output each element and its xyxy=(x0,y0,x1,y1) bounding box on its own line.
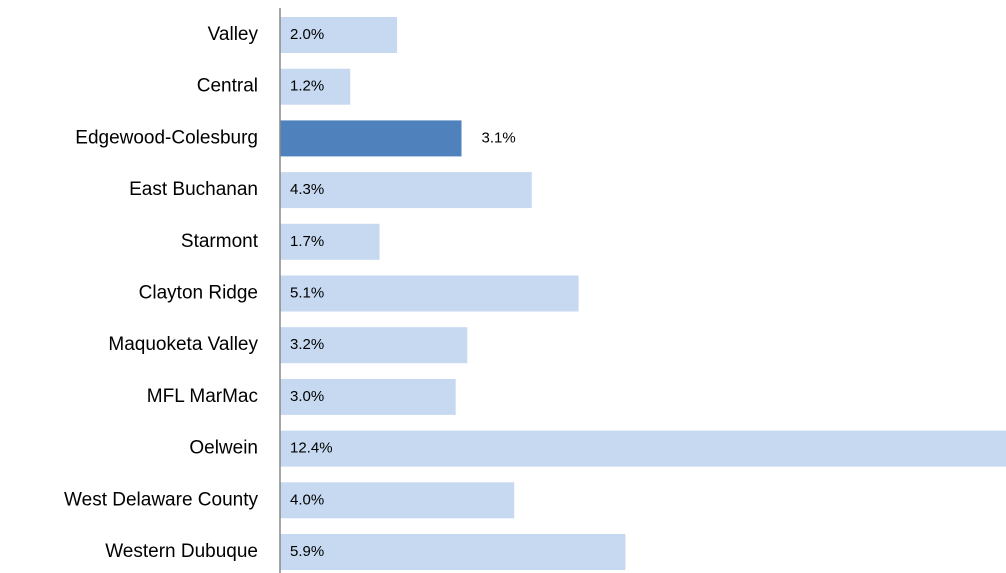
value-label: 3.2% xyxy=(290,336,324,353)
category-label: MFL MarMac xyxy=(147,386,258,407)
bar xyxy=(280,68,351,105)
category-label: Central xyxy=(197,76,258,97)
value-label: 1.7% xyxy=(290,233,324,250)
category-label: East Buchanan xyxy=(129,179,258,200)
value-label: 4.0% xyxy=(290,491,324,508)
category-label: Valley xyxy=(208,24,259,45)
value-label: 5.1% xyxy=(290,284,324,301)
category-label: Edgewood-Colesburg xyxy=(75,127,258,148)
bar xyxy=(280,17,398,53)
bar xyxy=(280,482,515,519)
value-label: 4.3% xyxy=(290,181,324,198)
bar xyxy=(280,378,456,415)
bar xyxy=(280,223,380,260)
value-label: 1.2% xyxy=(290,78,324,95)
bar xyxy=(280,120,462,157)
bar xyxy=(280,327,468,364)
bar xyxy=(280,534,626,570)
value-label: 3.0% xyxy=(290,388,324,405)
value-label: 2.0% xyxy=(290,26,324,43)
value-label: 5.9% xyxy=(290,543,324,560)
category-label: Clayton Ridge xyxy=(139,283,258,304)
bar xyxy=(280,430,1006,467)
category-label: Maquoketa Valley xyxy=(108,334,258,355)
category-label: Western Dubuque xyxy=(105,541,258,562)
bar xyxy=(280,275,579,312)
value-label: 12.4% xyxy=(290,440,333,457)
bar xyxy=(280,172,532,209)
category-label: West Delaware County xyxy=(64,489,258,510)
category-label: Starmont xyxy=(181,231,259,252)
value-label: 3.1% xyxy=(482,129,516,146)
category-label: Oelwein xyxy=(189,438,258,459)
